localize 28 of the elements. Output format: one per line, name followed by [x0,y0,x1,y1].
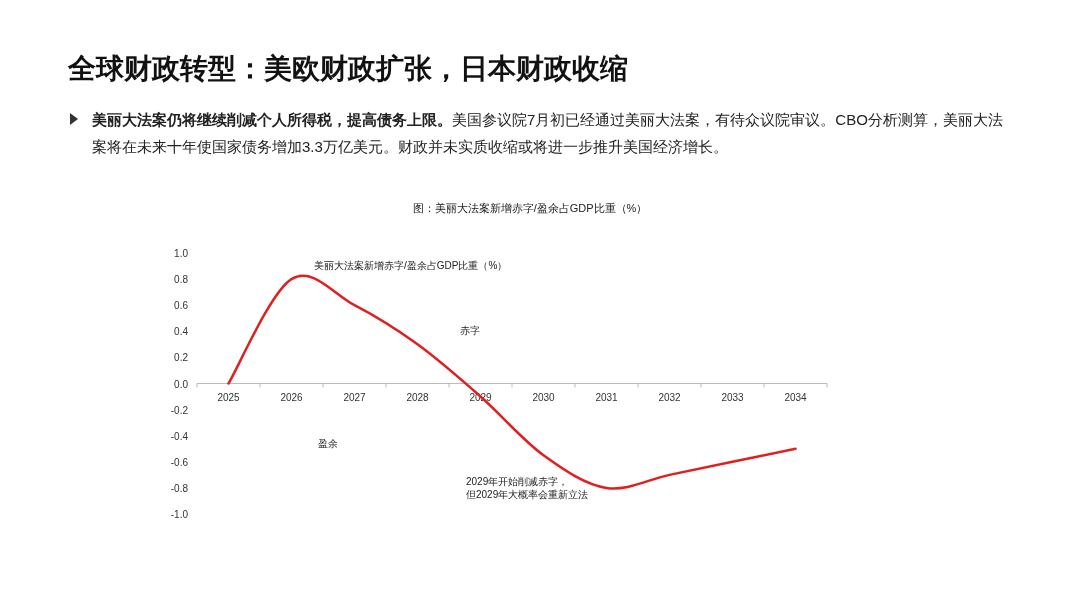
y-tick-label: -1.0 [170,509,189,520]
x-tick-label: 2033 [721,391,745,403]
series-name: 美丽大法案新增赤字/盈余占GDP比重（%） [314,260,508,271]
annotation: 但2029年大概率会重新立法 [466,489,589,500]
x-tick-label: 2028 [406,391,430,403]
y-tick-label: 0.4 [174,326,189,338]
y-tick-label: 0.8 [174,274,189,286]
y-tick-label: -0.6 [170,456,189,468]
y-tick-label: 1.0 [174,248,189,259]
x-tick-label: 2031 [595,391,619,403]
x-tick-label: 2034 [784,391,808,403]
x-tick-label: 2032 [658,391,682,403]
annotation: 图：美丽大法案新增赤字/盈余占GDP比重（%） [412,202,648,214]
annotation: 赤字 [460,325,480,336]
x-tick-label: 2025 [217,391,241,403]
title: 全球财政转型：美欧财政扩张，日本财政收缩 [68,53,628,84]
y-tick-label: 0.6 [174,300,189,312]
y-tick-label: -0.8 [170,482,189,494]
y-tick-label: -0.2 [170,404,189,416]
y-tick-label: 0.0 [174,378,189,390]
annotation: 2029年开始削减赤字， [466,476,569,487]
x-tick-label: 2030 [532,391,556,403]
subtitle: 美丽大法案仍将继续削减个人所得税，提高债务上限。美国参议院7月初已经通过美丽大法案，有待众议院审议。CBO分析测算，美丽大法案将在未来十年使国家债务增加3.3万亿美元。财政并未实质收缩或将进一步推升美国经济增长。 [92,111,1003,155]
x-tick-label: 2027 [343,391,367,403]
x-tick-label: 2026 [280,391,304,403]
annotation: 盈余 [318,438,338,449]
y-tick-label: -0.4 [170,430,189,442]
y-tick-label: 0.2 [174,352,189,364]
